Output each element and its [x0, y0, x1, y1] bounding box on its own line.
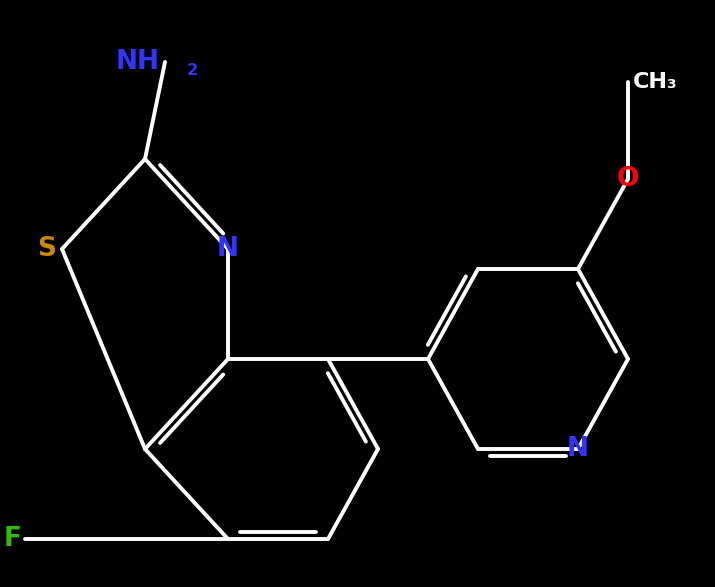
Text: 2: 2: [187, 62, 198, 77]
Text: F: F: [4, 526, 22, 552]
Text: CH₃: CH₃: [633, 72, 678, 92]
Text: N: N: [217, 236, 239, 262]
Text: S: S: [37, 236, 56, 262]
Text: NH: NH: [116, 49, 160, 75]
Text: O: O: [617, 166, 639, 192]
Text: N: N: [567, 436, 589, 462]
